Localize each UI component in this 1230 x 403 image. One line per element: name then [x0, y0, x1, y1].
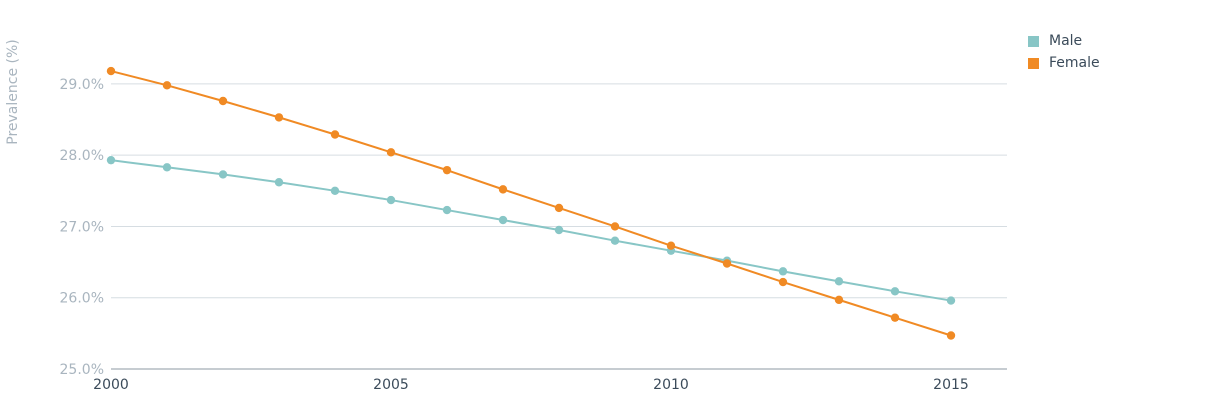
y-tick-label: 26.0% — [60, 291, 104, 307]
data-point-female[interactable] — [218, 96, 228, 106]
y-axis-label: Prevalence (%) — [5, 39, 21, 145]
data-point-female[interactable] — [890, 313, 900, 322]
data-point-female[interactable] — [778, 277, 788, 287]
data-point-male[interactable] — [330, 186, 340, 196]
data-point-male[interactable] — [274, 178, 284, 187]
data-point-male[interactable] — [442, 205, 452, 215]
data-point-male[interactable] — [386, 195, 396, 205]
data-point-female[interactable] — [666, 241, 676, 250]
data-point-female[interactable] — [946, 331, 956, 340]
legend-swatch — [1028, 57, 1039, 69]
data-point-female[interactable] — [386, 148, 396, 157]
legend-item-male[interactable]: Male — [1028, 32, 1100, 50]
series-lines — [106, 66, 956, 340]
data-point-male[interactable] — [554, 225, 564, 235]
data-point-female[interactable] — [834, 295, 844, 305]
data-point-female[interactable] — [610, 222, 620, 231]
series-line-female — [110, 70, 952, 337]
data-point-male[interactable] — [890, 287, 900, 296]
x-tick-label: 2015 — [933, 377, 969, 393]
y-tick-label: 28.0% — [60, 148, 104, 164]
legend-item-female[interactable]: Female — [1028, 54, 1100, 72]
data-point-female[interactable] — [498, 185, 508, 194]
data-point-male[interactable] — [106, 155, 116, 165]
x-tick-label: 2010 — [653, 377, 689, 393]
y-tick-label: 29.0% — [60, 77, 104, 93]
data-point-female[interactable] — [554, 203, 564, 213]
y-tick-label: 25.0% — [60, 362, 104, 378]
legend-swatch — [1028, 35, 1039, 47]
data-point-male[interactable] — [778, 267, 788, 276]
series-line-male — [110, 159, 952, 302]
data-point-female[interactable] — [106, 66, 116, 76]
gridlines — [111, 83, 1007, 299]
legend-label: Female — [1049, 55, 1100, 71]
data-point-female[interactable] — [330, 130, 340, 139]
data-point-female[interactable] — [442, 165, 452, 175]
data-point-male[interactable] — [610, 236, 620, 245]
legend: Male Female — [1028, 32, 1100, 72]
axes: 25.0% 26.0% 27.0% 28.0% 29.0% 2000 2005 2010 201… — [60, 77, 1007, 393]
legend-label: Male — [1049, 33, 1083, 49]
y-tick-label: 27.0% — [60, 219, 104, 235]
x-tick-label: 2005 — [373, 377, 409, 393]
data-point-male[interactable] — [498, 215, 508, 225]
data-point-male[interactable] — [946, 296, 956, 305]
data-point-male[interactable] — [162, 163, 172, 172]
x-tick-label: 2000 — [93, 377, 129, 393]
data-point-female[interactable] — [162, 81, 172, 90]
data-point-male[interactable] — [218, 170, 228, 179]
data-point-female[interactable] — [274, 113, 284, 122]
data-point-female[interactable] — [722, 259, 732, 268]
data-point-male[interactable] — [834, 277, 844, 286]
